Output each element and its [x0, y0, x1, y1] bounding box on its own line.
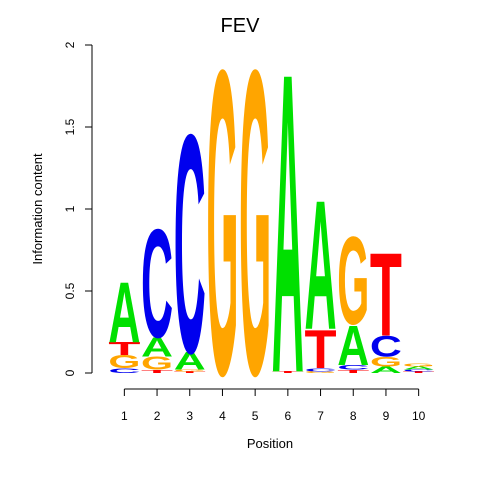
y-tick-label: 2	[63, 41, 77, 48]
x-tick-label: 1	[121, 409, 128, 423]
y-axis: 0 0.5 1 1.5 2	[63, 41, 93, 376]
chart-title: FEV	[221, 15, 261, 37]
x-tick-label: 5	[252, 409, 259, 423]
logo-letter-A: A	[305, 164, 337, 369]
logo-letter-G: G	[370, 354, 402, 370]
logo-letter-G: G	[108, 351, 140, 372]
x-tick-label: 7	[317, 409, 324, 423]
logo-letter-G: G	[239, 0, 271, 466]
logo-letter-G: G	[206, 0, 238, 466]
logo-letter-C: C	[174, 70, 206, 419]
logo-letter-C: C	[305, 367, 337, 372]
position-stack: TA	[272, 0, 305, 463]
logo-letter-A: A	[174, 347, 206, 376]
logo-letter-G: G	[305, 371, 337, 373]
logo-letter-T: T	[141, 369, 173, 374]
x-tick-label: 10	[412, 409, 426, 423]
logo-letter-G: G	[174, 369, 206, 371]
x-tick-label: 4	[219, 409, 226, 423]
logo-letter-G: G	[403, 362, 435, 367]
position-stack: G	[239, 0, 271, 466]
logo-letter-T: T	[337, 369, 369, 374]
logo-letter-G: G	[337, 211, 369, 351]
logo-letter-A: A	[108, 264, 140, 361]
logo-letter-G: G	[141, 353, 173, 374]
logo-letter-A: A	[272, 0, 304, 463]
y-tick-label: 0.5	[63, 282, 77, 299]
x-axis: 1 2 3 4 5 6 7 8 9 10	[121, 388, 426, 423]
logo-letter-T: T	[108, 339, 140, 359]
logo-letter-C: C	[403, 369, 435, 372]
y-tick-label: 0	[63, 369, 77, 376]
x-axis-label: Position	[247, 436, 293, 451]
x-tick-label: 2	[154, 409, 161, 423]
x-tick-label: 6	[285, 409, 292, 423]
logo-letter-T: T	[403, 371, 435, 374]
logo-letter-A: A	[141, 332, 173, 362]
logo-letter-A: A	[370, 365, 402, 375]
y-tick-label: 1	[63, 205, 77, 212]
y-axis-label: Information content	[30, 153, 45, 265]
logo-letter-A: A	[403, 366, 435, 371]
logo-letter-C: C	[370, 330, 402, 363]
logo-letter-T: T	[174, 371, 206, 374]
logo-letter-T: T	[272, 371, 304, 374]
position-stack: G	[206, 0, 238, 466]
logo-letter-T: T	[370, 229, 402, 361]
x-tick-label: 3	[186, 409, 193, 423]
logo-letter-T: T	[305, 320, 337, 380]
logo-letter-A: A	[337, 313, 369, 377]
y-tick-label: 1.5	[63, 118, 77, 135]
x-tick-label: 9	[383, 409, 390, 423]
logo-letter-C: C	[108, 367, 140, 375]
logo-letter-C: C	[337, 363, 369, 371]
logo-letter-C: C	[141, 198, 173, 371]
x-tick-label: 8	[350, 409, 357, 423]
